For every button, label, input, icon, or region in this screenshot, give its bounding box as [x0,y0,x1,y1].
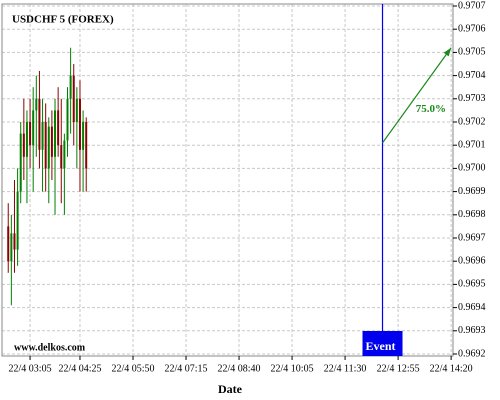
candle-body [78,98,81,150]
candle-body [63,140,66,169]
x-tick-label: 22/4 08:40 [218,363,261,374]
arrow-head [443,47,452,57]
x-tick-label: 22/4 14:20 [430,363,473,374]
candle-body [60,145,63,169]
candle-body [13,233,16,250]
candle-body [82,122,85,150]
y-tick-label: 0.9702 [458,116,486,127]
y-tick-label: 0.9693 [458,325,486,336]
y-tick-label: 0.9692 [458,348,486,359]
y-tick-label: 0.9701 [458,139,486,150]
watermark: www.delkos.com [14,342,86,353]
plot-frame [1,3,454,357]
x-tick-label: 22/4 12:55 [377,363,420,374]
candle-body [66,98,69,141]
candle-body [41,122,44,150]
candle-body [7,226,10,262]
candle-body [32,110,35,146]
y-tick-label: 0.9705 [458,47,486,58]
event-box [362,331,403,356]
y-tick-label: 0.9699 [458,186,486,197]
y-tick-label: 0.9694 [458,302,486,313]
chart-title: USDCHF 5 (FOREX) [12,14,114,26]
y-tick-label: 0.9698 [458,209,486,220]
candle-body [57,110,60,146]
x-axis-label: Date [218,382,243,396]
x-tick-label: 22/4 05:50 [111,363,154,374]
x-tick-label: 22/4 03:05 [9,363,52,374]
candle-body [10,233,13,262]
candle-body [50,126,53,157]
y-tick-label: 0.9707 [458,0,486,11]
event-label: Event [366,339,396,353]
candle-body [69,75,72,99]
y-tick-label: 0.9695 [458,279,486,290]
candle-body [22,133,25,157]
candle-body [85,122,88,169]
candle-body [35,98,38,111]
y-tick-label: 0.9704 [458,70,486,81]
candle-body [16,191,19,250]
candle-body [29,122,32,146]
candle-body [38,98,41,150]
x-tick-label: 22/4 04:25 [58,363,101,374]
candle-body [47,126,50,169]
x-tick-label: 22/4 10:05 [271,363,314,374]
y-tick-label: 0.9706 [458,23,486,34]
y-tick-label: 0.9700 [458,163,486,174]
candle-body [25,122,28,157]
marks: Event 75.0% [7,4,452,356]
y-tick-label: 0.9703 [458,93,486,104]
candle-body [75,98,78,122]
y-tick-label: 0.9697 [458,232,486,243]
candle-body [72,75,75,122]
x-tick-label: 22/4 07:15 [164,363,207,374]
x-tick-label: 22/4 11:30 [324,363,367,374]
candle-body [54,110,57,157]
candle-body [44,122,47,169]
arrow-label: 75.0% [416,103,446,115]
forecast-arrow [382,47,452,144]
y-tick-label: 0.9696 [458,255,486,266]
candle-body [19,133,22,192]
